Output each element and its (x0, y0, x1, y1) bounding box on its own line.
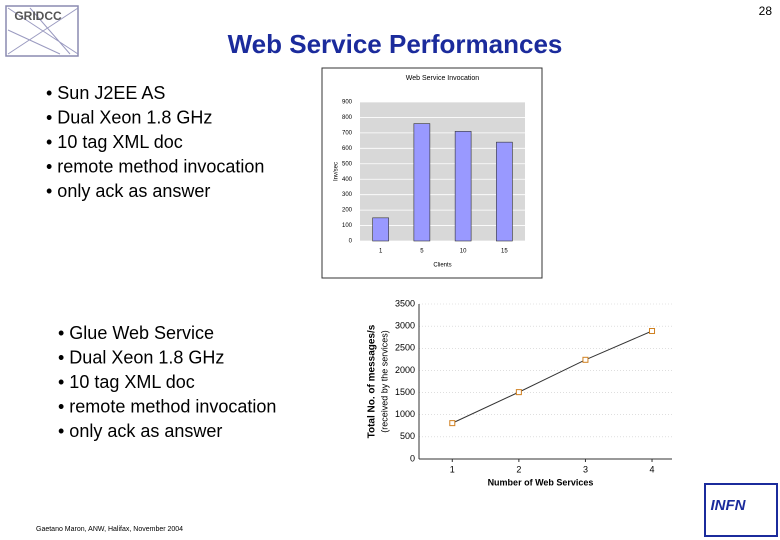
y-tick-label: 100 (342, 223, 353, 229)
bullet: • Dual Xeon 1.8 GHz (46, 107, 212, 127)
bar (413, 123, 431, 242)
slide-title: Web Service Performances (228, 29, 563, 59)
point (649, 328, 656, 335)
bullet: • remote method invocation (46, 156, 264, 176)
x-tick-label: 2 (516, 464, 521, 474)
y-tick-label: 900 (342, 100, 353, 106)
x-tick-label: 1 (450, 464, 455, 474)
y-tick-label: 500 (342, 161, 353, 167)
x-tick-label: 5 (420, 249, 424, 255)
y-tick-label: 1500 (395, 387, 415, 397)
infn-text: INFN (711, 497, 747, 514)
bullet: • Dual Xeon 1.8 GHz (58, 347, 224, 367)
y-axis-label-2: (received by the services) (379, 330, 389, 433)
bullets-bottom: • Glue Web Service • Dual Xeon 1.8 GHz • 1… (58, 323, 276, 441)
y-tick-label: 2500 (395, 343, 415, 353)
y-tick-label: 0 (410, 453, 415, 463)
bullet: • only ack as answer (58, 421, 222, 441)
x-tick-label: 1 (379, 249, 383, 255)
y-tick-label: 700 (342, 130, 353, 136)
logo-text: GRIDCC (14, 9, 62, 23)
y-tick-label: 3000 (395, 321, 415, 331)
chart-title: Web Service Invocation (406, 75, 480, 82)
logo-lines (7, 7, 79, 55)
y-tick-label: 0 (349, 239, 353, 245)
bullet: • remote method invocation (58, 396, 276, 416)
x-tick-label: 15 (501, 249, 508, 255)
page-number: 28 (759, 4, 773, 18)
bullet: • Sun J2EE AS (46, 83, 165, 103)
bar (496, 141, 513, 242)
gridcc-logo: GRIDCC (5, 5, 79, 57)
y-tick-label: 400 (342, 177, 353, 183)
y-tick-label: 500 (400, 431, 415, 441)
bullet: • only ack as answer (46, 181, 210, 201)
bullet: • 10 tag XML doc (46, 132, 183, 152)
x-tick-label: 4 (650, 464, 655, 474)
y-axis-label: Inv/sec (334, 162, 340, 181)
bar (454, 131, 472, 242)
bullet: • 10 tag XML doc (58, 372, 195, 392)
x-axis-label: Number of Web Services (488, 477, 594, 487)
y-tick-label: 300 (342, 192, 353, 198)
x-tick-label: 3 (583, 464, 588, 474)
footer: Gaetano Maron, ANW, Halifax, November 20… (36, 526, 183, 533)
point (515, 389, 522, 396)
bullet: • Glue Web Service (58, 323, 214, 343)
y-tick-label: 3500 (395, 298, 415, 308)
x-tick-label: 10 (460, 249, 467, 255)
point (582, 356, 589, 363)
y-tick-label: 600 (342, 146, 353, 152)
y-tick-label: 2000 (395, 365, 415, 375)
point (449, 420, 456, 427)
y-tick-label: 1000 (395, 409, 415, 419)
bullets-top: • Sun J2EE AS • Dual Xeon 1.8 GHz • 10 tag… (46, 83, 264, 201)
y-tick-label: 200 (342, 208, 353, 214)
infn-logo (704, 483, 778, 537)
y-tick-label: 800 (342, 115, 353, 121)
y-axis-label: Total No. of messages/s (367, 324, 378, 438)
line (452, 330, 653, 424)
bar (372, 217, 389, 242)
logo-frame (5, 5, 79, 57)
x-axis-label: Clients (433, 263, 451, 269)
